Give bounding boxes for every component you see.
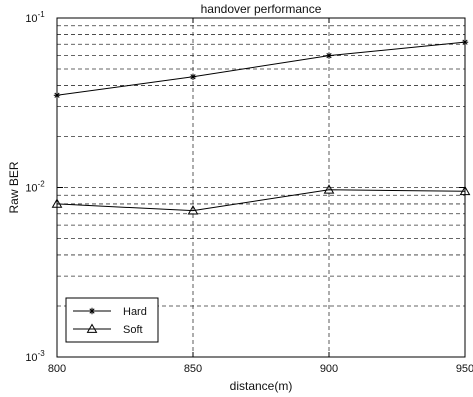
legend-label: Hard [123, 306, 147, 318]
legend-box [65, 297, 159, 343]
x-tick-label: 900 [320, 363, 338, 375]
triangle-marker [86, 323, 98, 333]
triangle-marker [187, 205, 199, 215]
star-marker [189, 73, 197, 80]
x-tick-label: 850 [184, 363, 202, 375]
star-marker [53, 92, 61, 99]
legend-label: Soft [123, 324, 143, 336]
legend-items: Hard Soft [73, 306, 147, 336]
y-tick-label: 10-1 [25, 10, 45, 25]
star-marker [88, 307, 96, 315]
legend-item: Soft [73, 323, 143, 336]
star-marker [325, 52, 333, 59]
legend-item: Hard [73, 306, 147, 318]
x-axis-label: distance(m) [230, 379, 293, 393]
x-tick-label: 800 [48, 363, 66, 375]
triangle-marker [51, 198, 63, 208]
axis-ticks: 800 850 900 950 10-3 10-2 10-1 [25, 10, 473, 375]
x-tick-label: 950 [456, 363, 473, 375]
grid-lines [57, 18, 465, 357]
legend: Hard Soft [65, 297, 159, 343]
star-marker [461, 38, 469, 46]
series-line [56, 189, 466, 212]
triangle-marker [323, 184, 335, 194]
series-soft [51, 184, 471, 215]
y-tick-label: 10-3 [25, 349, 45, 364]
triangle-marker [459, 185, 471, 196]
series-layer [51, 38, 471, 215]
y-axis-label: Raw BER [7, 161, 21, 213]
y-tick-label: 10-2 [25, 180, 45, 195]
series-line [56, 41, 466, 96]
series-hard [53, 38, 469, 99]
chart-title: handover performance [201, 2, 322, 16]
